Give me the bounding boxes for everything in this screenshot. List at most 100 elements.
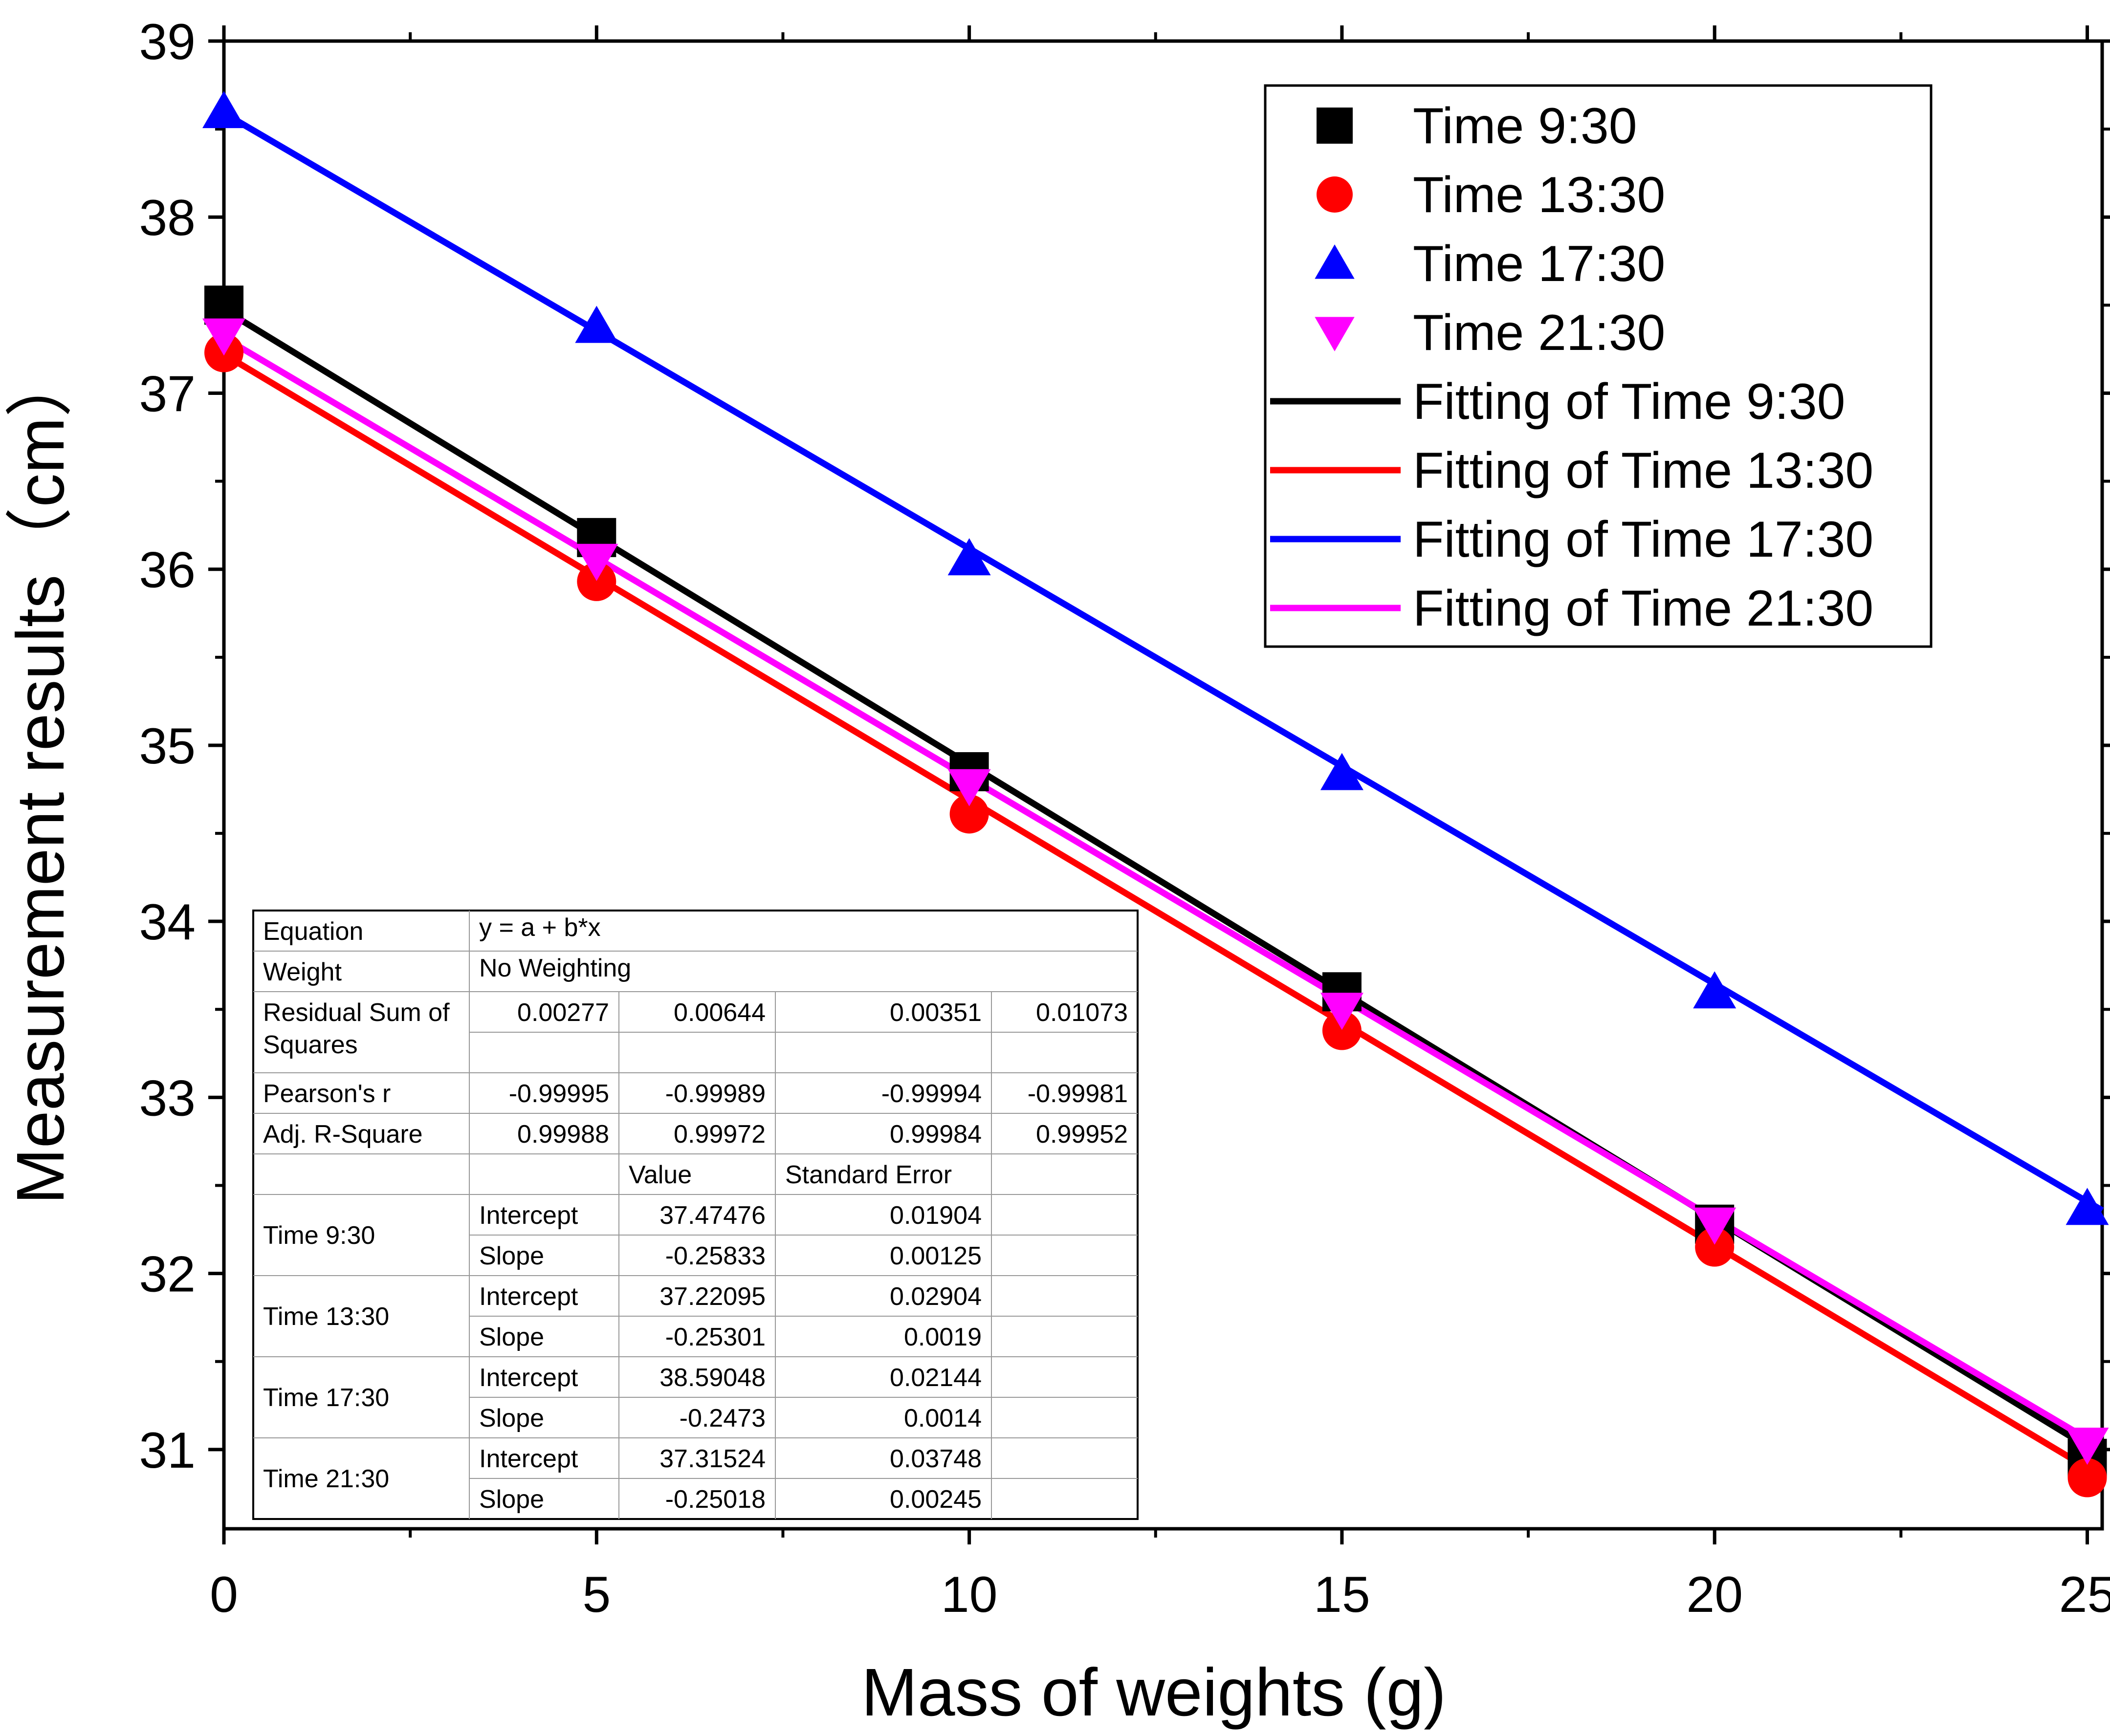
table-pearson-value: -0.99989 — [665, 1080, 766, 1108]
table-param-value: -0.25018 — [665, 1485, 766, 1514]
table-param-value: -0.2473 — [680, 1404, 766, 1432]
table-adjr2-value: 0.99984 — [890, 1120, 982, 1149]
table-param-name: Slope — [479, 1404, 544, 1432]
table-pearson-value: -0.99994 — [881, 1080, 982, 1108]
y-tick-label: 36 — [139, 542, 196, 599]
table-adjr2-value: 0.99952 — [1036, 1120, 1128, 1149]
table-param-name: Intercept — [479, 1364, 578, 1392]
data-point-series-2 — [1695, 1227, 1735, 1267]
data-point-series-4 — [1320, 993, 1363, 1030]
table-param-name: Intercept — [479, 1201, 578, 1230]
fit-results-table: Equation y = a + b*x Weight No Weighting Res… — [252, 910, 1139, 1520]
data-point-series-4 — [202, 318, 245, 356]
legend-label: Time 17:30 — [1413, 236, 1665, 292]
legend-label: Fitting of Time 17:30 — [1413, 511, 1873, 568]
data-point-series-3 — [202, 91, 245, 129]
table-rss-value: 0.00277 — [517, 998, 609, 1027]
table-rss-value: 0.01073 — [1036, 998, 1128, 1027]
plot-frame — [222, 39, 2104, 1531]
table-param-name: Intercept — [479, 1282, 578, 1311]
data-points — [202, 91, 2109, 1497]
data-point-series-4 — [575, 543, 618, 581]
table-group-label: Time 9:30 — [263, 1221, 375, 1250]
x-tick-label: 5 — [582, 1566, 611, 1623]
y-tick-label: 34 — [139, 894, 196, 951]
data-point-series-1 — [204, 285, 243, 325]
table-param-stderr: 0.00245 — [890, 1485, 982, 1514]
table-param-stderr: 0.01904 — [890, 1201, 982, 1230]
table-header-value: Value — [629, 1161, 692, 1189]
data-point-series-3 — [1320, 753, 1363, 790]
y-tick-label: 33 — [139, 1070, 196, 1127]
table-param-value: 37.31524 — [659, 1445, 766, 1473]
y-tick-label: 37 — [139, 366, 196, 422]
table-label-adjr2: Adj. R-Square — [263, 1120, 423, 1149]
table-param-value: -0.25301 — [665, 1323, 766, 1351]
data-point-series-3 — [2066, 1188, 2109, 1225]
data-point-series-4 — [1693, 1207, 1736, 1245]
axes: 0 5 10 15 20 25 31 32 33 34 35 36 37 38 39 — [139, 14, 2110, 1623]
legend-box — [1264, 84, 1933, 648]
table-param-stderr: 0.02904 — [890, 1282, 982, 1311]
fit-lines — [222, 110, 2104, 1480]
table-equation: y = a + b*x — [479, 913, 601, 942]
table-pearson-value: -0.99981 — [1028, 1080, 1128, 1108]
x-tick-label: 15 — [1314, 1566, 1370, 1623]
table-param-name: Slope — [479, 1323, 544, 1351]
y-tick-label: 38 — [139, 190, 196, 246]
data-point-series-3 — [575, 305, 618, 343]
legend-label: Fitting of Time 9:30 — [1413, 373, 1845, 430]
table-param-value: 37.22095 — [659, 1282, 766, 1311]
data-point-series-2 — [2067, 1458, 2107, 1497]
fit-line-3 — [222, 110, 2104, 1214]
table-group-label: Time 17:30 — [263, 1384, 389, 1412]
y-tick-label: 31 — [139, 1422, 196, 1479]
data-point-series-4 — [2066, 1428, 2109, 1465]
x-tick-label: 10 — [941, 1566, 998, 1623]
table-pearson-value: -0.99995 — [509, 1080, 609, 1108]
table-param-name: Intercept — [479, 1445, 578, 1473]
table-param-stderr: 0.02144 — [890, 1364, 982, 1392]
table-param-stderr: 0.00125 — [890, 1242, 982, 1270]
table-param-name: Slope — [479, 1242, 544, 1270]
legend: Time 9:30 Time 13:30 Time 17:30 Time 21:30 F… — [1264, 84, 1933, 648]
table-param-name: Slope — [479, 1485, 544, 1514]
table-label-equation: Equation — [263, 917, 363, 946]
table-param-value: -0.25833 — [665, 1242, 766, 1270]
table-label-weight: Weight — [263, 958, 342, 986]
fit-line-4 — [222, 335, 2104, 1451]
legend-label: Time 21:30 — [1413, 304, 1665, 361]
table-header-stderr: Standard Error — [785, 1161, 952, 1189]
table-param-value: 38.59048 — [659, 1364, 766, 1392]
data-point-series-2 — [577, 562, 616, 601]
legend-marker-1 — [1317, 108, 1353, 144]
data-point-series-3 — [1693, 971, 1736, 1009]
data-point-series-3 — [947, 538, 991, 576]
data-point-series-4 — [947, 769, 991, 806]
table-label-pearson: Pearson's r — [263, 1080, 391, 1108]
table-param-stderr: 0.03748 — [890, 1445, 982, 1473]
x-tick-label: 0 — [210, 1566, 238, 1623]
x-tick-label: 20 — [1686, 1566, 1743, 1623]
table-adjr2-value: 0.99988 — [517, 1120, 609, 1149]
y-tick-label: 39 — [139, 14, 196, 70]
x-axis-title: Mass of weights (g) — [861, 1655, 1446, 1730]
table-param-stderr: 0.0014 — [904, 1404, 982, 1432]
table-adjr2-value: 0.99972 — [674, 1120, 766, 1149]
table-param-stderr: 0.0019 — [904, 1323, 982, 1351]
table-param-value: 37.47476 — [659, 1201, 766, 1230]
table-rss-value: 0.00644 — [674, 998, 766, 1027]
y-tick-label: 32 — [139, 1246, 196, 1303]
legend-marker-4 — [1315, 317, 1355, 351]
legend-label: Fitting of Time 21:30 — [1413, 580, 1873, 637]
legend-marker-3 — [1315, 244, 1355, 279]
table-group-label: Time 21:30 — [263, 1465, 389, 1493]
y-axis-title: Measurement results（cm） — [3, 350, 78, 1204]
fit-line-2 — [222, 351, 2104, 1480]
legend-marker-2 — [1317, 176, 1353, 213]
table-group-label: Time 13:30 — [263, 1302, 389, 1331]
data-point-series-2 — [1322, 1011, 1362, 1050]
table-box — [252, 910, 1139, 1520]
legend-label: Time 13:30 — [1413, 167, 1665, 223]
